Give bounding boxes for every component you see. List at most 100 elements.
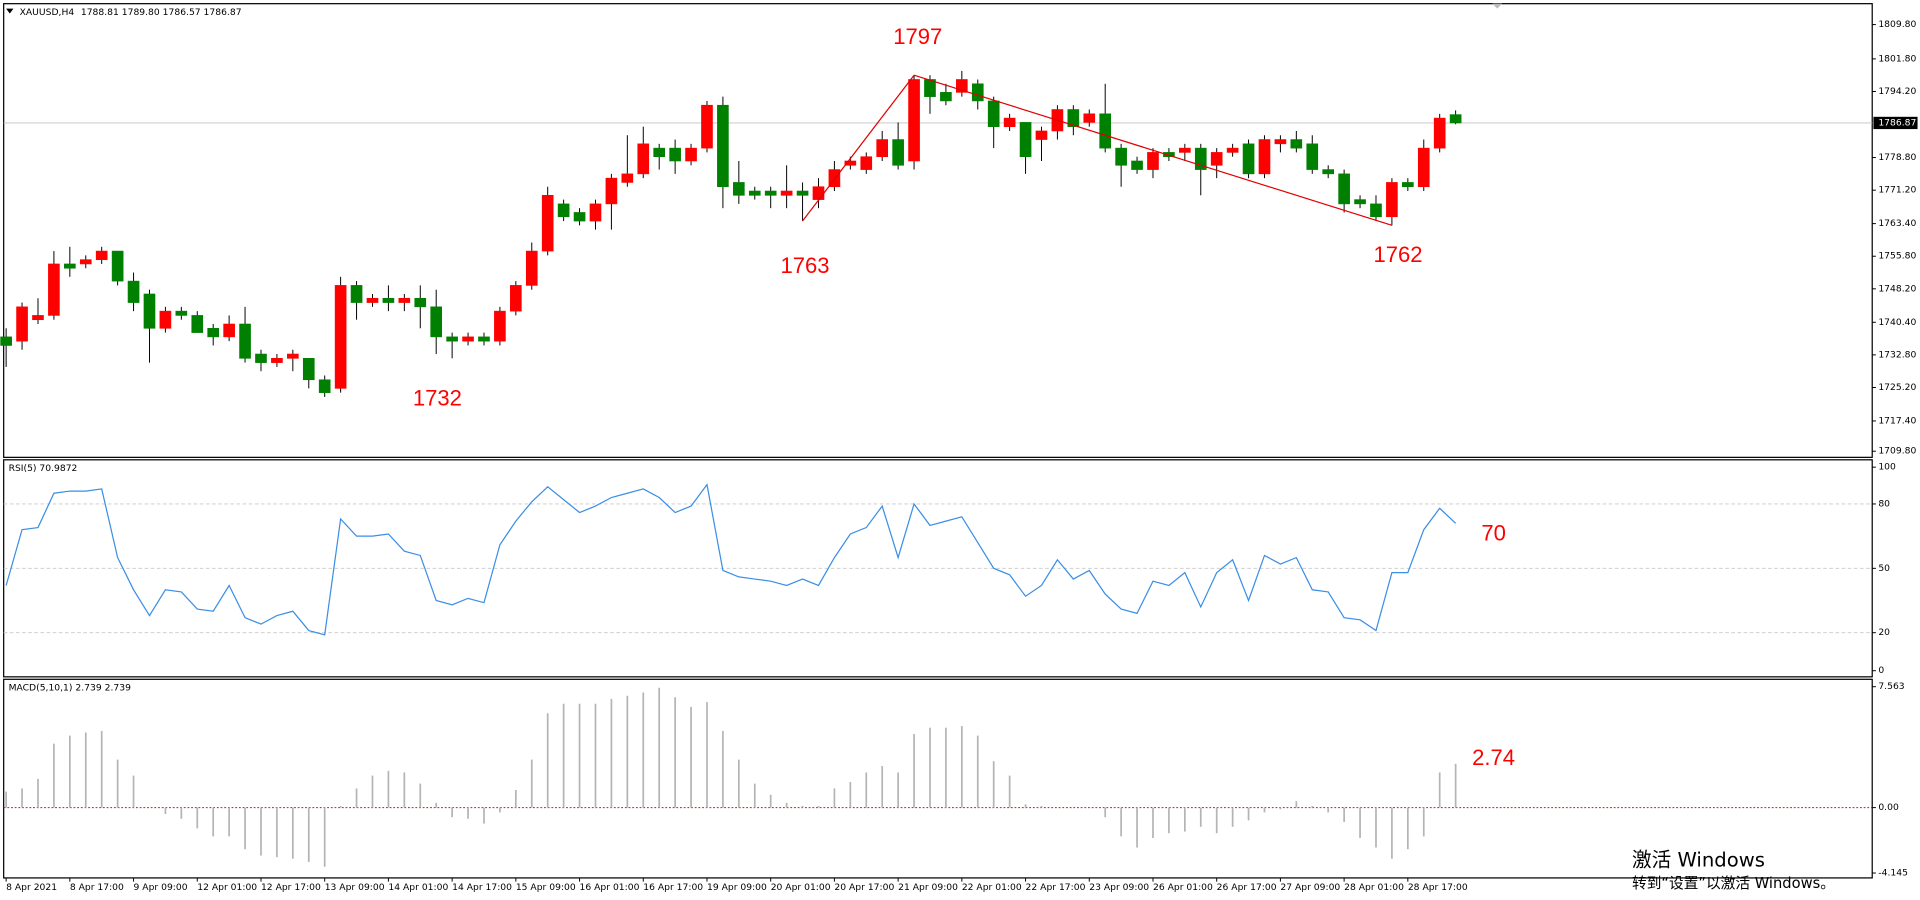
candle-body (956, 79, 968, 93)
price-label-box (1873, 116, 1918, 130)
y-tick-label: 80 (1878, 498, 1890, 509)
candle-body (860, 156, 873, 170)
candle-body (462, 336, 474, 342)
x-tick-label: 20 Apr 01:00 (771, 882, 831, 893)
x-tick-label: 28 Apr 17:00 (1408, 882, 1468, 893)
candle-body (653, 147, 666, 158)
y-tick-label: 100 (1878, 462, 1896, 473)
candle-body (812, 186, 825, 200)
candle-body (1131, 160, 1143, 170)
trendline (802, 74, 915, 222)
candle-body (541, 195, 554, 252)
y-tick-label: 1748.20 (1878, 283, 1916, 294)
symbol-title: XAUUSD,H4 (20, 7, 75, 18)
candle-body (1370, 203, 1382, 218)
y-tick-label: 1725.20 (1878, 382, 1916, 393)
candle-body (175, 310, 188, 316)
x-tick-label: 12 Apr 01:00 (197, 882, 257, 893)
candle-body (748, 190, 761, 196)
candle-body (1035, 130, 1048, 140)
candle-body (1083, 113, 1096, 123)
annotation: 1797 (893, 24, 942, 49)
x-tick-label: 16 Apr 01:00 (580, 882, 640, 893)
x-tick-label: 8 Apr 2021 (6, 882, 57, 893)
candle-body (318, 379, 331, 393)
candle-body (1067, 109, 1080, 127)
candle-body (111, 250, 124, 282)
candle-body (287, 353, 299, 359)
menu-arrow[interactable] (6, 8, 14, 14)
candle-body (1354, 199, 1366, 205)
y-tick-label: 1794.20 (1878, 86, 1916, 97)
candle-body (64, 263, 76, 269)
candle-body (1417, 147, 1430, 188)
x-tick-label: 9 Apr 09:00 (134, 882, 188, 893)
candle-body (1226, 147, 1239, 153)
macd-panel (3, 678, 1873, 879)
annotation: 1732 (413, 386, 462, 411)
candle-body (525, 250, 538, 286)
y-tick-label: 1717.40 (1878, 415, 1916, 426)
candle-body (1290, 139, 1303, 149)
candle-body (764, 190, 777, 196)
ohlc-header: 1788.81 1789.80 1786.57 1786.87 (81, 7, 242, 18)
x-tick-label: 14 Apr 17:00 (452, 882, 512, 893)
candle-body (1019, 122, 1032, 158)
macd-title: MACD(5,10,1) 2.739 2.739 (9, 682, 131, 693)
x-tick-label: 12 Apr 17:00 (261, 882, 321, 893)
x-tick-label: 26 Apr 17:00 (1217, 882, 1277, 893)
y-tick-label: 1801.80 (1878, 53, 1916, 64)
candle-body (908, 79, 920, 162)
x-tick-label: 22 Apr 17:00 (1026, 882, 1086, 893)
y-tick-label: 1809.80 (1878, 19, 1916, 30)
candle-body (430, 306, 443, 338)
price-panel (3, 3, 1873, 458)
candle-body (1433, 117, 1446, 149)
candle-body (1147, 152, 1159, 170)
candle-body (1242, 143, 1255, 175)
candle-body (271, 358, 283, 363)
candle-body (207, 327, 220, 338)
candle-body (478, 336, 490, 342)
x-tick-label: 26 Apr 01:00 (1153, 882, 1213, 893)
candle-body (510, 285, 522, 312)
candle-body (1163, 152, 1175, 158)
x-tick-label: 16 Apr 17:00 (643, 882, 703, 893)
y-tick-label: -4.145 (1878, 868, 1908, 879)
annotation: 1762 (1374, 242, 1423, 267)
candle-body (589, 203, 602, 222)
candle-body (414, 297, 427, 308)
candle-body (892, 139, 904, 166)
candle-body (1115, 147, 1127, 166)
x-tick-label: 21 Apr 09:00 (898, 882, 958, 893)
candle-body (637, 143, 650, 175)
price-label: 1786.87 (1878, 117, 1916, 128)
y-tick-label: 7.563 (1878, 681, 1904, 692)
y-tick-label: 50 (1878, 563, 1890, 574)
y-tick-label: 1732.80 (1878, 349, 1916, 360)
candle-body (366, 297, 379, 303)
x-tick-label: 28 Apr 01:00 (1344, 882, 1404, 893)
y-tick-label: 1763.40 (1878, 218, 1916, 229)
rsi-title: RSI(5) 70.9872 (9, 463, 78, 474)
candle-body (255, 353, 267, 363)
candle-body (446, 336, 458, 342)
candle-body (701, 104, 713, 149)
candle-body (1449, 114, 1462, 124)
candle-body (924, 79, 936, 97)
candle-body (733, 182, 745, 196)
shift-marker (1492, 3, 1503, 9)
candle-body (621, 173, 634, 183)
candle-body (876, 139, 889, 158)
watermark-title: 激活 Windows (1632, 848, 1765, 871)
x-tick-label: 13 Apr 09:00 (325, 882, 385, 893)
candle-body (334, 285, 347, 389)
annotation: 1763 (780, 253, 829, 278)
candle-body (302, 358, 315, 381)
candle-body (669, 147, 681, 162)
candle-body (1194, 147, 1207, 170)
candle-body (79, 259, 92, 265)
